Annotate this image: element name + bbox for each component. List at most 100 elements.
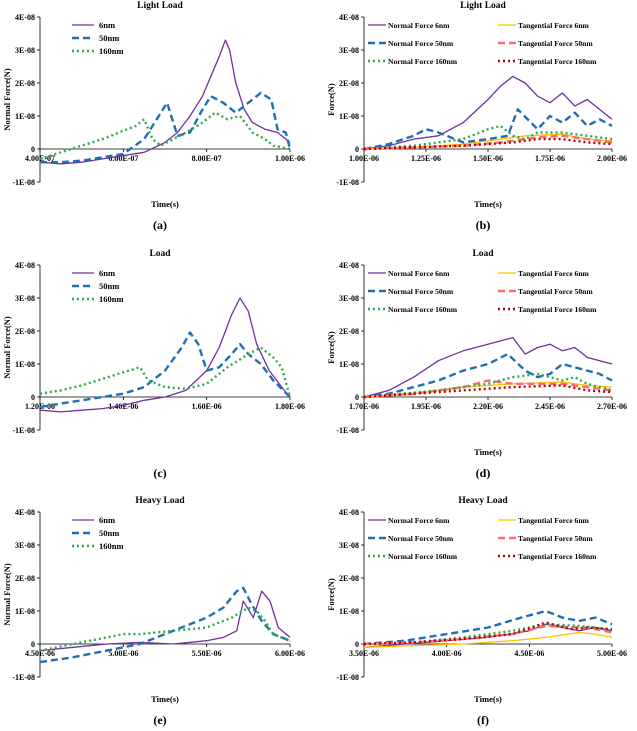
legend-label: 160nm bbox=[99, 541, 124, 551]
y-tick-label: 0 bbox=[355, 640, 359, 649]
panel-label: (c) bbox=[153, 466, 166, 480]
legend-label: 50nm bbox=[99, 281, 119, 291]
legend-label: Normal Force 50nm bbox=[388, 39, 454, 48]
y-tick-label: 3E-08 bbox=[15, 541, 35, 550]
x-tick-label: 6.00E-07 bbox=[108, 154, 138, 163]
legend-label: Tangential Force 160nm bbox=[518, 552, 597, 561]
y-tick-label: -1E-08 bbox=[12, 426, 35, 435]
y-tick-label: 1E-08 bbox=[15, 607, 35, 616]
chart-title: Load bbox=[472, 249, 494, 259]
legend-label: 160nm bbox=[99, 46, 124, 56]
series-line-normal-force-6nm bbox=[363, 75, 613, 150]
x-tick-label: 1.00E-06 bbox=[349, 154, 379, 163]
x-tick-label: 4.00E-06 bbox=[432, 649, 462, 658]
x-tick-label: 1.40E-06 bbox=[108, 402, 138, 411]
y-tick-label: 4E-08 bbox=[339, 13, 359, 22]
y-tick-label: 0 bbox=[355, 393, 359, 402]
series-line-tangential-force-160nm bbox=[363, 621, 613, 646]
legend-label: Tangential Force 160nm bbox=[518, 57, 597, 66]
x-tick-label: 4.50E-06 bbox=[514, 649, 544, 658]
series-line-50nm bbox=[39, 586, 291, 664]
series-line-6nm bbox=[39, 590, 291, 652]
legend-label: 160nm bbox=[99, 294, 124, 304]
legend-label: Normal Force 50nm bbox=[388, 534, 454, 543]
y-tick-label: 1E-08 bbox=[339, 112, 359, 121]
series-line-tangential-force-160nm bbox=[363, 137, 613, 151]
y-axis-label: Normal Force(N) bbox=[2, 316, 12, 379]
x-tick-label: 1.95E-06 bbox=[411, 402, 441, 411]
legend-label: Tangential Force 50nm bbox=[518, 39, 593, 48]
panel-label: (e) bbox=[153, 713, 166, 727]
y-tick-label: 4E-08 bbox=[339, 508, 359, 517]
chart-title: Heavy Load bbox=[458, 496, 508, 506]
legend-label: Normal Force 6nm bbox=[388, 269, 450, 278]
chart-panel-d: Load -1E-08 0 1E-08 2E-08 3E-08 4E-08 1.70E-06 1… bbox=[326, 249, 627, 480]
x-tick-label: 2.20E-06 bbox=[473, 402, 503, 411]
x-tick-label: 3.50E-06 bbox=[349, 649, 379, 658]
y-axis-label: Normal Force(N) bbox=[2, 68, 12, 131]
series-line-160nm bbox=[39, 111, 291, 161]
y-tick-label: -1E-08 bbox=[12, 178, 35, 187]
y-axis-label: Force(N) bbox=[326, 578, 336, 611]
y-tick-label: 0 bbox=[31, 145, 35, 154]
x-tick-label: 1.60E-06 bbox=[192, 402, 222, 411]
x-tick-label: 8.00E-07 bbox=[192, 154, 222, 163]
y-tick-label: 3E-08 bbox=[339, 294, 359, 303]
chart-title: Load bbox=[149, 249, 171, 259]
y-tick-label: 3E-08 bbox=[339, 46, 359, 55]
y-tick-label: 0 bbox=[31, 640, 35, 649]
y-tick-label: -1E-08 bbox=[336, 673, 359, 682]
y-tick-label: -1E-08 bbox=[336, 426, 359, 435]
series-line-normal-force-50nm bbox=[363, 108, 613, 151]
x-tick-label: 5.50E-06 bbox=[192, 649, 222, 658]
panel-label: (a) bbox=[153, 218, 167, 232]
chart-title: Light Load bbox=[460, 1, 506, 11]
y-axis-label: Force(N) bbox=[326, 83, 336, 116]
x-tick-label: 5.00E-06 bbox=[597, 649, 627, 658]
chart-panel-e: Heavy Load -1E-08 0 1E-08 2E-08 3E-08 4E-08 4.5… bbox=[2, 496, 305, 727]
legend-label: 6nm bbox=[99, 268, 115, 278]
y-tick-label: 2E-08 bbox=[339, 79, 359, 88]
y-tick-label: 4E-08 bbox=[339, 261, 359, 270]
x-tick-label: 4.50E-06 bbox=[25, 649, 55, 658]
y-tick-label: 1E-08 bbox=[15, 360, 35, 369]
legend-label: 6nm bbox=[99, 20, 115, 30]
x-axis-label: Time(s) bbox=[474, 199, 502, 209]
legend-label: Tangential Force 50nm bbox=[518, 287, 593, 296]
legend-label: Tangential Force 6nm bbox=[518, 516, 590, 525]
chart-panel-b: Light Load -1E-08 0 1E-08 2E-08 3E-08 4E-08 1.0… bbox=[326, 1, 627, 232]
series-line-tangential-force-50nm bbox=[363, 134, 613, 151]
series-line-160nm bbox=[39, 606, 291, 652]
series-line-normal-force-160nm bbox=[363, 372, 613, 399]
x-axis-label: Time(s) bbox=[474, 694, 502, 704]
series-line-160nm bbox=[39, 346, 292, 398]
y-tick-label: 3E-08 bbox=[339, 541, 359, 550]
y-axis-label: Force(N) bbox=[326, 331, 336, 364]
y-tick-label: 0 bbox=[31, 393, 35, 402]
panel-label: (b) bbox=[476, 218, 491, 232]
x-tick-label: 1.00E-06 bbox=[275, 154, 305, 163]
chart-title: Light Load bbox=[137, 1, 183, 11]
legend-label: Normal Force 50nm bbox=[388, 287, 454, 296]
y-tick-label: 2E-08 bbox=[15, 327, 35, 336]
y-tick-label: 0 bbox=[355, 145, 359, 154]
legend-label: Normal Force 6nm bbox=[388, 516, 450, 525]
y-tick-label: 1E-08 bbox=[339, 607, 359, 616]
y-tick-label: 1E-08 bbox=[339, 360, 359, 369]
series-line-normal-force-6nm bbox=[363, 336, 613, 398]
x-tick-label: 2.45E-06 bbox=[535, 402, 565, 411]
series-line-tangential-force-6nm bbox=[363, 631, 613, 648]
legend-label: Normal Force 160nm bbox=[388, 57, 458, 66]
chart-panel-a: Light Load-1E-0801E-082E-083E-084E-084.0… bbox=[2, 1, 305, 232]
legend-label: Tangential Force 50nm bbox=[518, 534, 593, 543]
series-line-normal-force-50nm bbox=[363, 352, 613, 399]
x-tick-label: 1.70E-06 bbox=[349, 402, 379, 411]
y-tick-label: 4E-08 bbox=[15, 13, 35, 22]
chart-panel-f: Heavy Load -1E-08 0 1E-08 2E-08 3E-08 4E-08 3.5… bbox=[326, 496, 627, 727]
x-tick-label: 6.00E-06 bbox=[275, 649, 305, 658]
x-axis-label: Time(s) bbox=[151, 694, 179, 704]
y-tick-label: 3E-08 bbox=[15, 46, 35, 55]
y-tick-label: 1E-08 bbox=[15, 112, 35, 121]
